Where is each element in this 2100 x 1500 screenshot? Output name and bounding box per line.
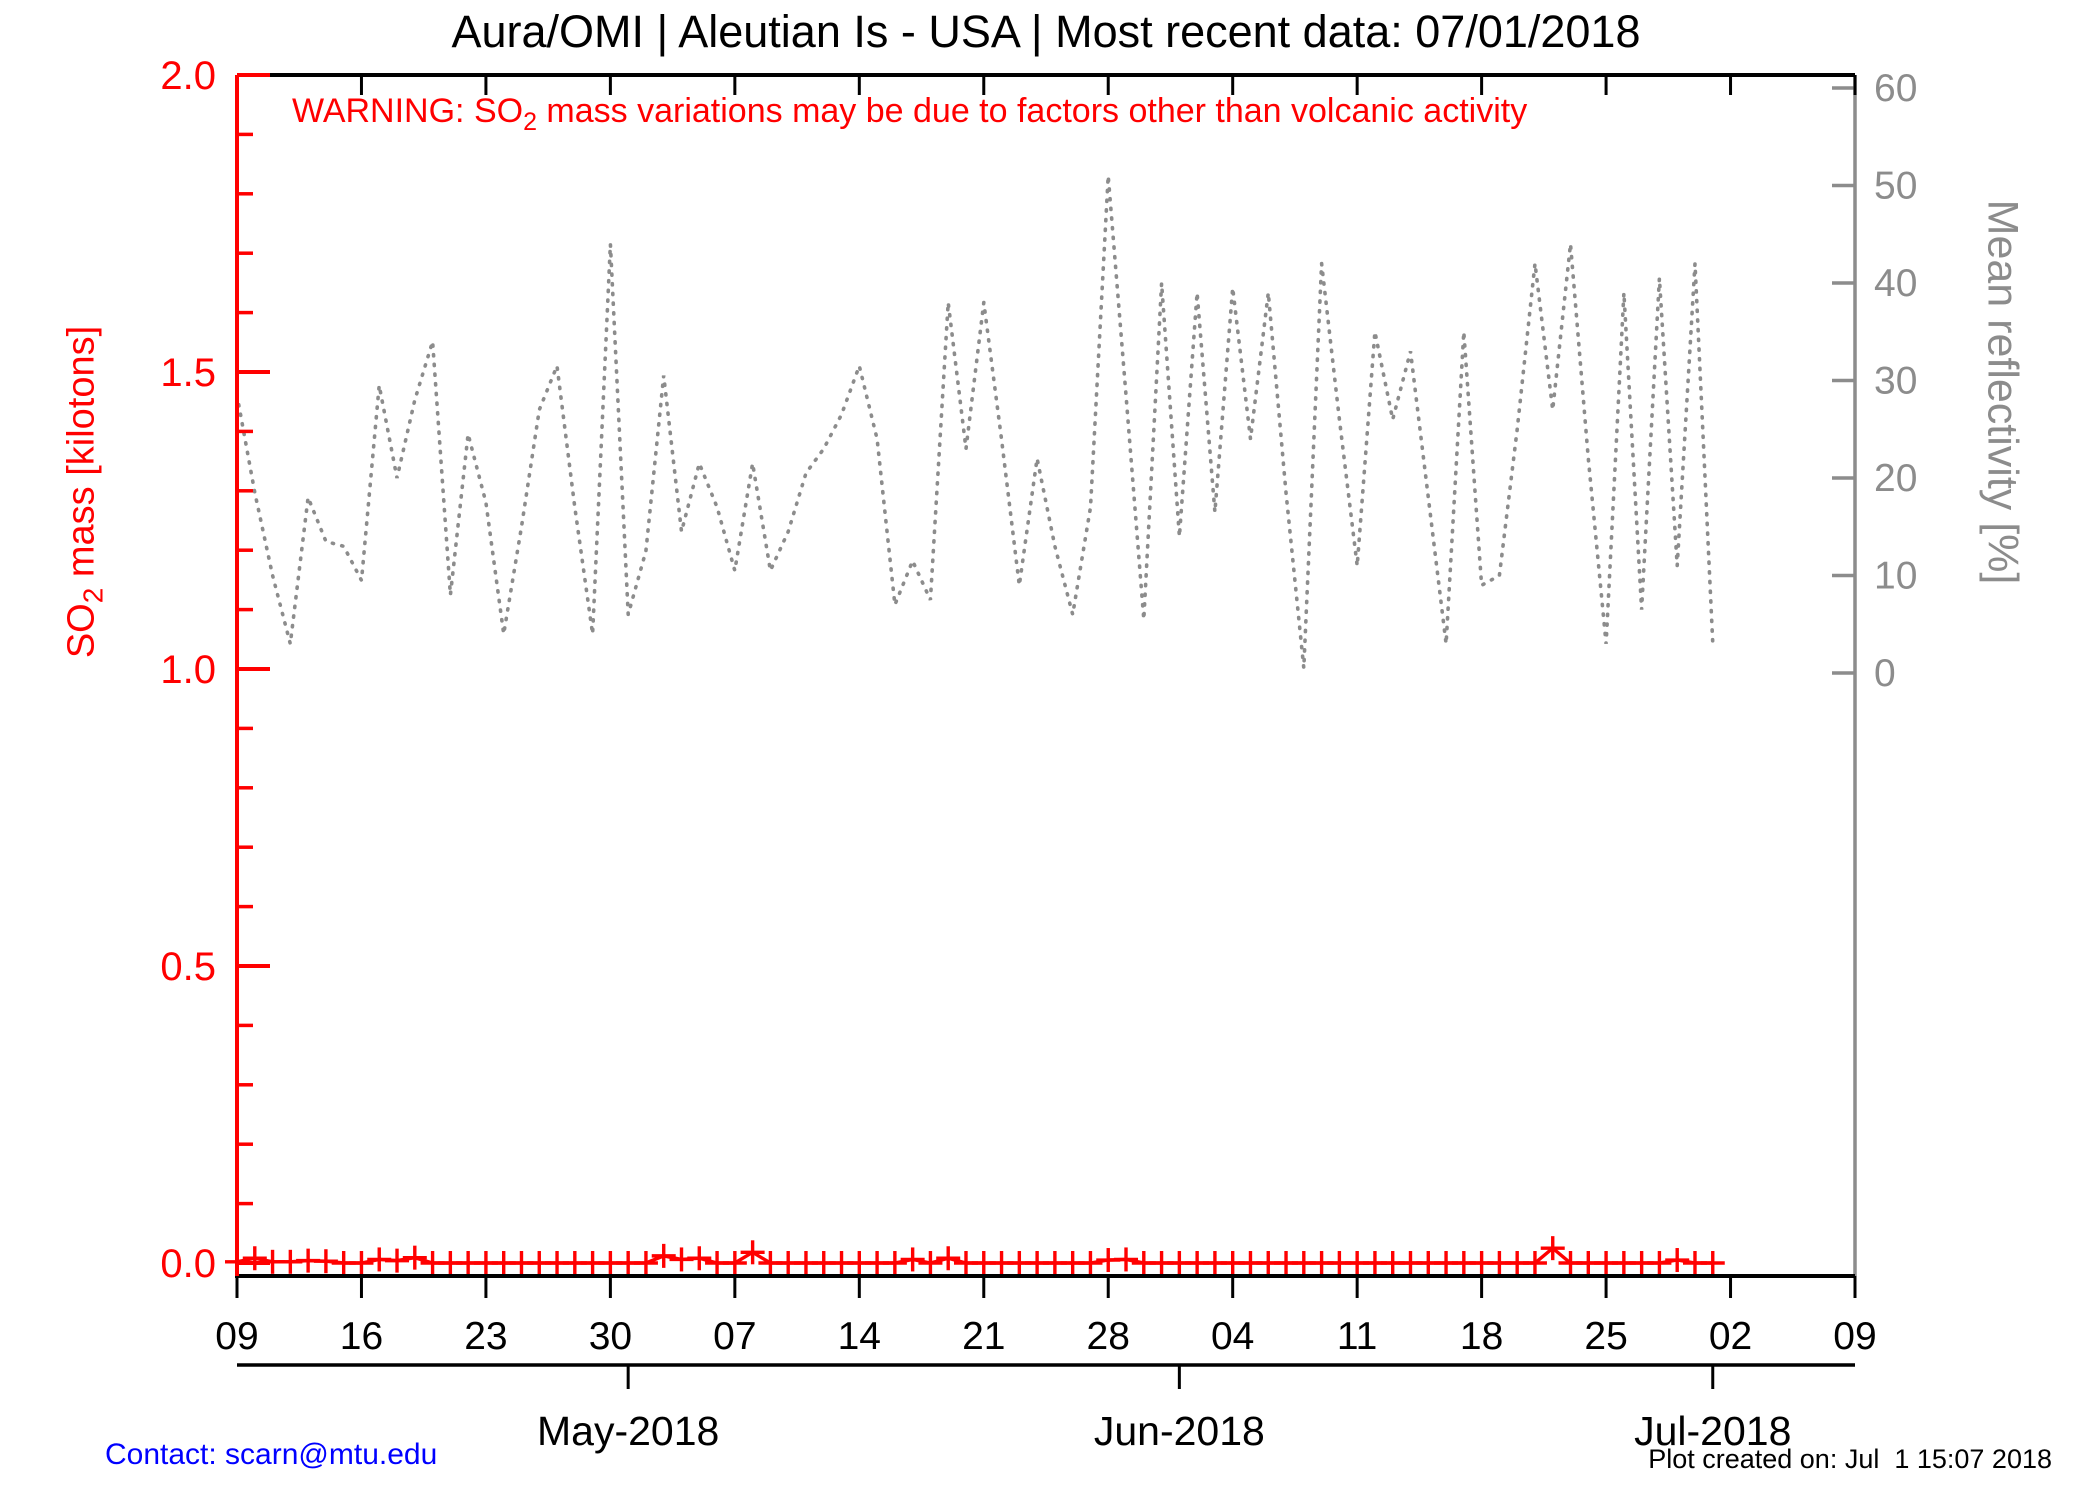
date-tick-label: 11 bbox=[1337, 1315, 1378, 1358]
month-axis: May-2018 Jun-2018 Jul-2018 bbox=[237, 1363, 1855, 1454]
month-label: May-2018 bbox=[537, 1408, 719, 1454]
month-label: Jul-2018 bbox=[1634, 1408, 1791, 1454]
left-axis-tick-label: 1.5 bbox=[160, 351, 216, 395]
date-tick-label: 28 bbox=[1087, 1315, 1130, 1358]
reflectivity-line bbox=[235, 175, 1715, 669]
left-axis-tick-label: 0.0 bbox=[160, 1242, 216, 1286]
right-axis: 0 10 20 30 40 50 60 bbox=[1832, 67, 1917, 1276]
plot-created-text: Plot created on: Jul 1 15:07 2018 bbox=[1648, 1444, 2052, 1474]
right-axis-tick-label: 10 bbox=[1874, 555, 1917, 598]
date-tick-label: 21 bbox=[962, 1315, 1005, 1358]
so2-series bbox=[225, 1236, 1725, 1274]
date-tick-label: 14 bbox=[838, 1315, 881, 1358]
warning-subscript: 2 bbox=[523, 107, 537, 136]
date-tick-label: 09 bbox=[215, 1315, 258, 1358]
month-label: Jun-2018 bbox=[1094, 1408, 1265, 1454]
date-tick-label: 30 bbox=[589, 1315, 632, 1358]
right-axis-tick-label: 0 bbox=[1874, 652, 1896, 695]
left-axis: 0.0 0.5 1.0 1.5 2.0 bbox=[160, 54, 270, 1286]
date-tick-label: 18 bbox=[1460, 1315, 1503, 1358]
right-axis-tick-label: 40 bbox=[1874, 262, 1917, 305]
warning-part2: mass variations may be due to factors ot… bbox=[536, 92, 1528, 130]
date-tick-label: 09 bbox=[1833, 1315, 1876, 1358]
right-axis-tick-label: 30 bbox=[1874, 360, 1917, 403]
left-axis-tick-label: 2.0 bbox=[160, 54, 216, 98]
reflectivity-series bbox=[235, 175, 1715, 669]
date-tick-label: 23 bbox=[464, 1315, 507, 1358]
so2-line bbox=[236, 1245, 1713, 1265]
date-tick-label: 07 bbox=[713, 1315, 756, 1358]
x-axis: 09 16 23 30 07 14 21 28 04 11 18 25 02 09 bbox=[215, 73, 1877, 1358]
left-axis-tick-label: 1.0 bbox=[160, 648, 216, 692]
warning-part1: WARNING: SO bbox=[292, 92, 524, 130]
chart-title: Aura/OMI | Aleutian Is - USA | Most rece… bbox=[451, 6, 1641, 57]
left-axis-tick-label: 0.5 bbox=[160, 945, 216, 989]
contact-email-link[interactable]: Contact: scarn@mtu.edu bbox=[105, 1438, 438, 1471]
right-axis-tick-label: 50 bbox=[1874, 165, 1917, 208]
date-tick-label: 02 bbox=[1709, 1315, 1752, 1358]
date-tick-label: 16 bbox=[340, 1315, 383, 1358]
warning-text: WARNING: SO2 mass variations may be due … bbox=[292, 92, 1527, 137]
date-tick-label: 25 bbox=[1584, 1315, 1627, 1358]
date-tick-label: 04 bbox=[1211, 1315, 1254, 1358]
right-axis-tick-label: 20 bbox=[1874, 457, 1917, 500]
right-axis-tick-label: 60 bbox=[1874, 67, 1917, 110]
